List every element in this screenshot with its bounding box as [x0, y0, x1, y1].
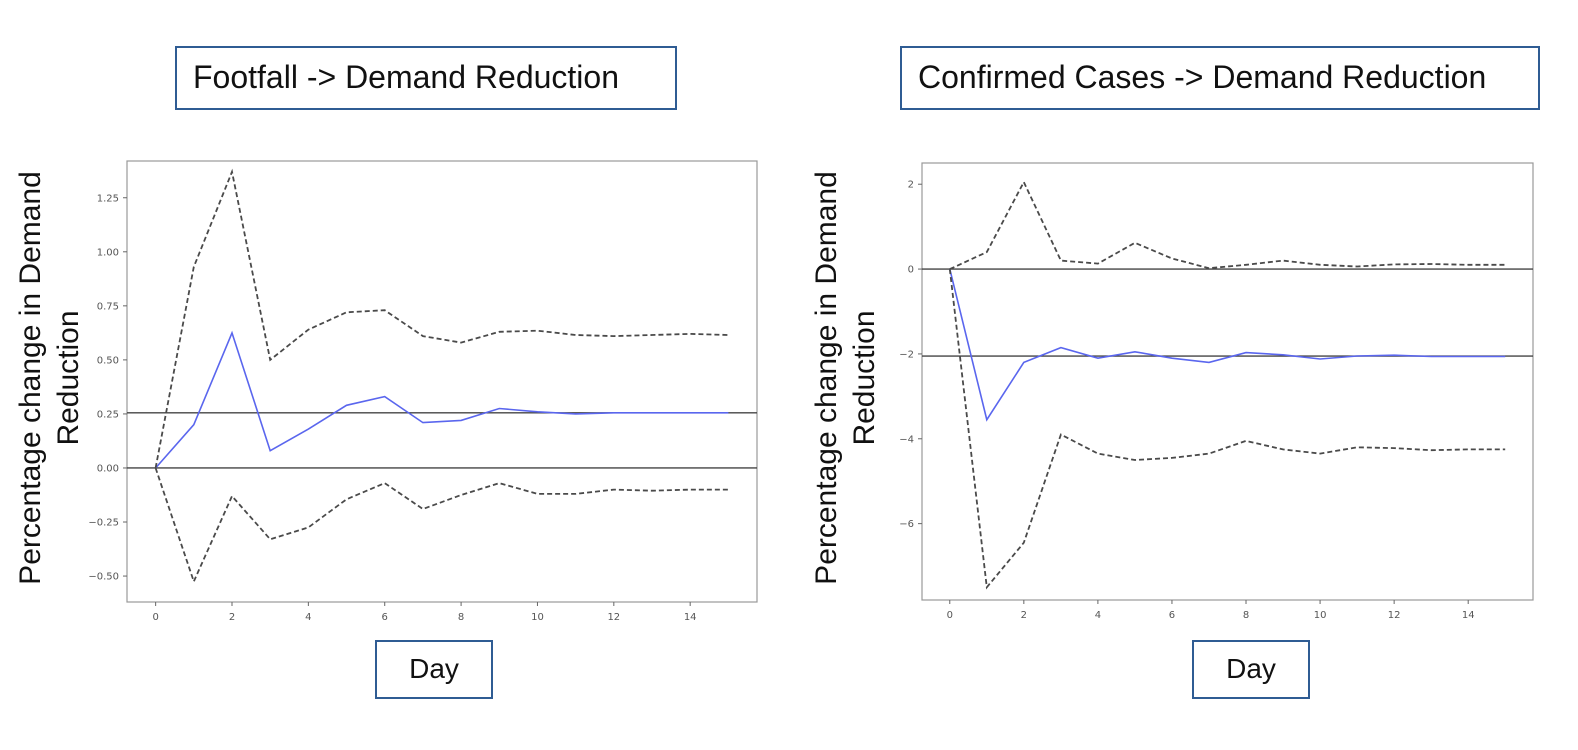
confidence-band-line [948, 268, 1506, 590]
y-tick-label: 0.00 [97, 463, 119, 474]
x-tick-label: 8 [1243, 610, 1249, 621]
plot-frame [921, 162, 1534, 601]
y-tick-label: −2 [899, 349, 914, 360]
x-tick-label: 6 [1169, 610, 1175, 621]
x-tick-label: 14 [1462, 610, 1475, 621]
x-tick-label: 10 [531, 612, 544, 623]
y-tick-label: −4 [899, 434, 914, 445]
x-axis-label-footfall: Day [375, 640, 493, 699]
y-tick-label: 2 [908, 180, 914, 191]
y-tick-label: −0.25 [88, 518, 119, 529]
y-tick-label: 0 [908, 265, 914, 276]
confidence-band-line [154, 168, 729, 469]
plot-confirmed-cases-demand-reduction: 0 2 4 6 8 10 12 14 −6 −4 −2 0 2 [899, 162, 1534, 621]
chart-title-confirmed-cases: Confirmed Cases -> Demand Reduction [900, 46, 1540, 110]
x-tick-label: 14 [684, 612, 697, 623]
x-tick-label: 4 [305, 612, 311, 623]
y-tick-label: 1.25 [97, 193, 119, 204]
confidence-band-line [154, 467, 729, 584]
x-tick-label: 8 [458, 612, 464, 623]
x-tick-label: 0 [947, 610, 953, 621]
x-tick-label: 12 [607, 612, 620, 623]
plot-footfall-demand-reduction: 0 2 4 6 8 10 12 14 −0.50 −0.25 0.00 0.25 0.50 0.75 1.0… [88, 160, 758, 623]
y-tick-label: 0.75 [97, 301, 119, 312]
y-tick-label: −0.50 [88, 572, 119, 583]
x-tick-label: 2 [1021, 610, 1027, 621]
chart-title-footfall: Footfall -> Demand Reduction [175, 46, 677, 110]
plot-frame [126, 160, 758, 603]
x-tick-label: 6 [382, 612, 388, 623]
x-tick-label: 12 [1388, 610, 1401, 621]
y-tick-label: 1.00 [97, 247, 119, 258]
x-tick-label: 0 [152, 612, 158, 623]
impulse-response-line [155, 330, 729, 469]
y-tick-label: −6 [899, 519, 914, 530]
x-tick-label: 2 [229, 612, 235, 623]
impulse-response-line [949, 268, 1506, 422]
y-tick-label: 0.50 [97, 355, 119, 366]
y-tick-label: 0.25 [97, 409, 119, 420]
x-axis-label-confirmed-cases: Day [1192, 640, 1310, 699]
confidence-band-line [949, 180, 1506, 270]
x-tick-label: 10 [1314, 610, 1327, 621]
x-tick-label: 4 [1095, 610, 1101, 621]
